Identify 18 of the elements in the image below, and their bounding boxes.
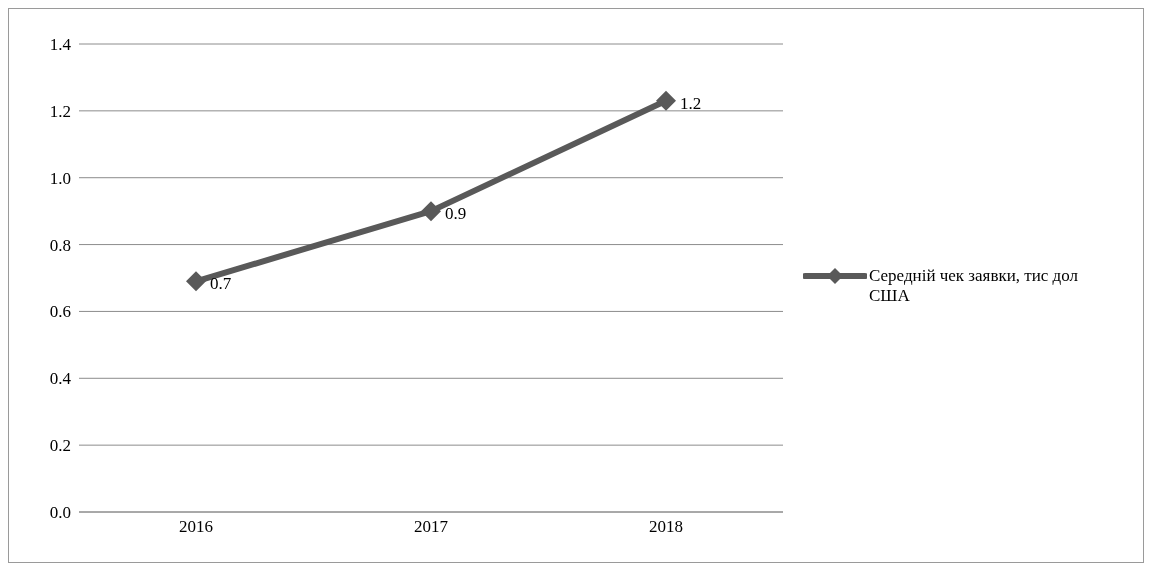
x-tick-label: 2018 <box>649 517 683 537</box>
point <box>186 271 206 292</box>
point <box>656 90 676 111</box>
y-tick-label: 0.6 <box>49 302 71 322</box>
x-tick-label: 2016 <box>179 517 213 537</box>
y-tick-label: 0.8 <box>49 235 71 255</box>
y-tick-label: 0.4 <box>49 369 72 389</box>
y-tick-label: 0.0 <box>49 503 71 523</box>
data-label: 0.9 <box>445 204 467 224</box>
data-label: 1.2 <box>680 93 702 113</box>
y-tick-label: 0.2 <box>49 436 71 456</box>
point <box>421 201 441 222</box>
y-tick-label: 1.4 <box>49 35 72 55</box>
y-tick-label: 1.2 <box>49 101 71 121</box>
x-tick-label: 2017 <box>414 517 449 537</box>
legend-label: Середній чек заявки, тис дол США <box>869 265 1080 306</box>
y-tick-label: 1.0 <box>49 168 71 188</box>
data-label: 0.7 <box>210 274 232 294</box>
